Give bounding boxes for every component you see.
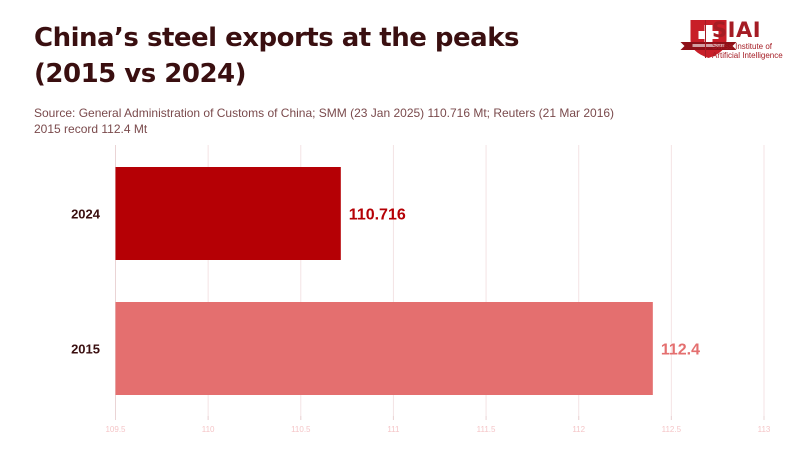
x-tick-label: 110.5 bbox=[291, 425, 311, 434]
value-label: 112.4 bbox=[661, 342, 700, 359]
x-tick-label: 112.5 bbox=[662, 425, 682, 434]
value-label: 110.716 bbox=[349, 207, 406, 224]
x-tick-label: 109.5 bbox=[105, 425, 126, 434]
x-axis: 109.5 110 110.5 111 111.5 112 112.5 113 bbox=[105, 416, 770, 434]
x-tick-label: 113 bbox=[758, 425, 771, 434]
category-label: 2015 bbox=[71, 342, 100, 357]
bar-2015 bbox=[116, 302, 653, 395]
x-tick-label: 110 bbox=[202, 425, 215, 434]
bar-2024 bbox=[116, 167, 341, 260]
bars bbox=[116, 167, 653, 395]
category-label: 2024 bbox=[71, 207, 101, 222]
x-tick-label: 111.5 bbox=[477, 425, 496, 434]
x-tick-label: 111 bbox=[387, 425, 400, 434]
x-tick-label: 112 bbox=[572, 425, 585, 434]
